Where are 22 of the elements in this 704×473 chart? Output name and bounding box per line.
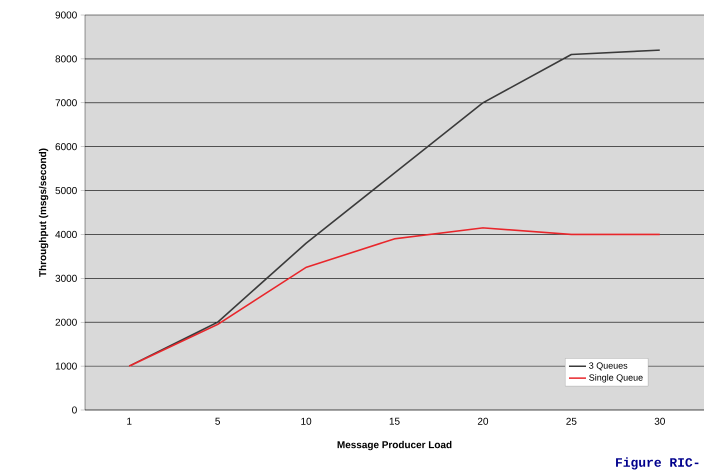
y-tick-label: 4000 — [55, 230, 77, 238]
x-tick-label: 30 — [654, 418, 665, 425]
text: Figure RIC- — [616, 457, 698, 470]
x-tick-label: 10 — [301, 418, 312, 425]
x-tick-label: 25 — [566, 418, 576, 425]
x-tick-label: 5 — [215, 418, 220, 425]
y-tick-label: 1000 — [56, 362, 77, 370]
y-tick-label: 3000 — [55, 274, 77, 282]
y-tick-label: 0 — [72, 406, 77, 414]
x-axis-title: Message Producer Load — [338, 440, 452, 450]
x-tick-label: 1 — [127, 418, 132, 425]
x-tick-label: 20 — [478, 418, 488, 425]
y-tick-label: 9000 — [56, 11, 77, 19]
y-axis-title: Throughput (msgs/second) — [38, 148, 48, 277]
y-tick-label: 7000 — [56, 99, 77, 106]
y-tick-label: 5000 — [55, 187, 77, 194]
y-tick-label: 6000 — [56, 143, 77, 150]
y-tick-label: 8000 — [56, 55, 77, 62]
x-tick-label: 15 — [390, 418, 400, 425]
legend-label: 3 Queues — [589, 362, 628, 370]
legend-label: Single Queue — [589, 374, 643, 382]
y-tick-label: 2000 — [56, 318, 77, 326]
